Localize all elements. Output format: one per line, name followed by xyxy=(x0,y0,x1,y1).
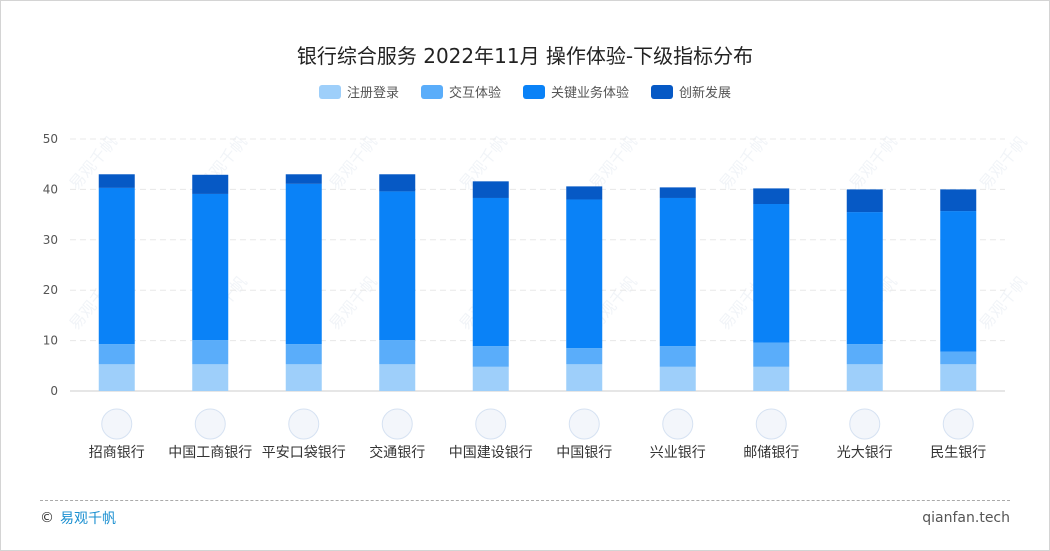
legend-swatch xyxy=(318,84,341,99)
stacked-bar-chart: 0 10 20 30 40 50 招商银行 中国工商银行 平安口袋银行 交通银行 中国建设银行 中国银… xyxy=(43,132,1005,461)
bar-segment xyxy=(285,174,322,184)
x-tick-label: 邮储银行 xyxy=(743,445,799,461)
bocom-logo-icon xyxy=(381,408,413,440)
bar-segment xyxy=(285,364,322,391)
footer-divider xyxy=(40,500,1010,501)
legend-label: 交互体验 xyxy=(448,86,501,101)
x-tick-label: 民生银行 xyxy=(930,445,986,461)
bar-segment xyxy=(379,364,416,391)
legend-swatch xyxy=(420,84,443,99)
bar-segment xyxy=(846,212,883,345)
ceb-logo-icon xyxy=(849,408,881,440)
bar-segment xyxy=(659,197,696,347)
y-tick-label: 40 xyxy=(43,182,58,196)
bar-segment xyxy=(940,351,977,365)
bar-segment xyxy=(98,187,135,345)
cmbc-logo-icon xyxy=(942,408,974,440)
legend-item-register[interactable]: 注册登录 xyxy=(318,82,399,101)
y-tick-label: 30 xyxy=(43,233,58,247)
y-tick-label: 10 xyxy=(43,334,58,348)
chart-legend: 注册登录 交互体验 关键业务体验 创新发展 xyxy=(0,82,1050,101)
x-tick-label: 平安口袋银行 xyxy=(262,445,346,461)
bar-segment xyxy=(192,340,229,365)
bar-segment xyxy=(659,346,696,367)
cmb-logo-icon xyxy=(101,408,133,440)
bar-segment xyxy=(472,197,509,347)
legend-label: 创新发展 xyxy=(679,86,732,101)
bar-segment xyxy=(472,366,509,391)
legend-label: 关键业务体验 xyxy=(551,86,630,101)
bar-segment xyxy=(566,364,603,391)
bar-segment xyxy=(472,181,509,198)
bar-segment xyxy=(753,204,790,343)
bar-segment xyxy=(940,364,977,391)
y-tick-label: 50 xyxy=(43,132,58,146)
bar-segment xyxy=(659,366,696,391)
legend-item-innovation[interactable]: 创新发展 xyxy=(651,82,731,101)
x-tick-label: 光大银行 xyxy=(837,445,893,461)
icbc-logo-icon xyxy=(194,408,226,440)
bar-segment xyxy=(192,174,229,194)
bar-segment xyxy=(98,364,135,391)
bar-segment xyxy=(566,186,603,200)
footer-brand: © 易观千帆 xyxy=(40,508,116,528)
bar-segment xyxy=(753,342,790,367)
bar-segment xyxy=(846,364,883,391)
footer-site: qianfan.tech xyxy=(922,510,1010,526)
bar-segment xyxy=(192,193,229,341)
x-tick-label: 中国工商银行 xyxy=(168,445,252,461)
chart-title: 银行综合服务 2022年11月 操作体验-下级指标分布 xyxy=(296,44,754,68)
legend-label: 注册登录 xyxy=(346,86,399,101)
bar-segment xyxy=(566,199,603,349)
bar-segment xyxy=(846,344,883,365)
bar-segment xyxy=(285,183,322,345)
copyright-symbol: © xyxy=(40,510,54,526)
legend-swatch xyxy=(523,84,545,99)
y-tick-label: 20 xyxy=(43,283,58,297)
bar-segment xyxy=(192,364,229,391)
bar-segment xyxy=(379,174,416,192)
cib-logo-icon xyxy=(662,408,694,440)
boc-logo-icon xyxy=(568,408,600,440)
bar-segment xyxy=(285,344,322,365)
x-tick-label: 中国建设银行 xyxy=(449,445,533,461)
bar-segment xyxy=(940,189,977,212)
legend-item-interaction[interactable]: 交互体验 xyxy=(420,82,501,101)
x-tick-label: 招商银行 xyxy=(89,445,145,461)
psbc-logo-icon xyxy=(755,408,787,440)
x-tick-label: 中国银行 xyxy=(556,445,612,461)
legend-item-key-business[interactable]: 关键业务体验 xyxy=(523,82,629,101)
pingan-logo-icon xyxy=(288,408,320,440)
bar-segment xyxy=(98,174,135,188)
ccb-logo-icon xyxy=(475,408,507,440)
brand-name: 易观千帆 xyxy=(60,511,116,527)
bar-segment xyxy=(379,340,416,365)
x-tick-label: 兴业银行 xyxy=(650,445,706,461)
x-tick-label: 交通银行 xyxy=(369,444,425,461)
bar-segment xyxy=(379,191,416,341)
legend-swatch xyxy=(651,84,674,99)
bar-segment xyxy=(846,189,883,213)
bar-segment xyxy=(472,346,509,367)
bar-segment xyxy=(566,348,603,365)
bar-segment xyxy=(753,366,790,391)
bar-segment xyxy=(940,211,977,352)
y-tick-label: 0 xyxy=(50,384,58,398)
bar-segment xyxy=(98,344,135,365)
bar-segment xyxy=(753,188,790,205)
bar-segment xyxy=(659,187,696,198)
